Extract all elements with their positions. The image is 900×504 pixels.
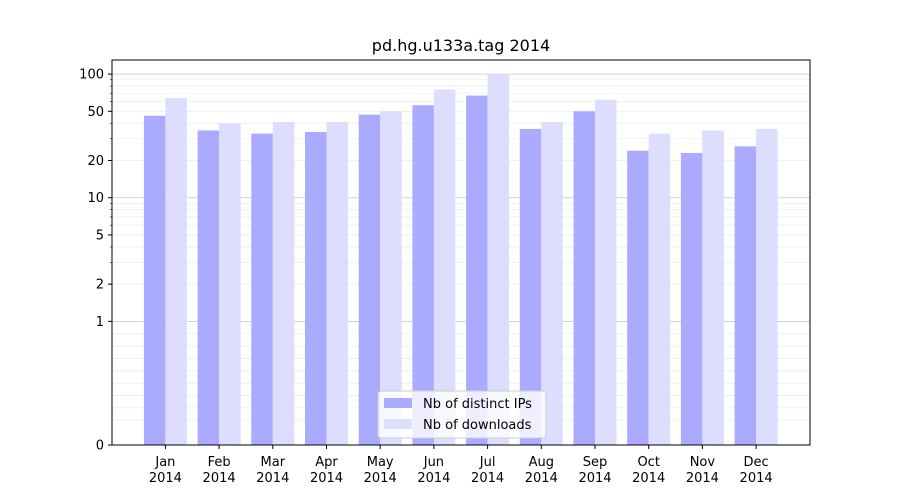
x-tick-label-year: 2014	[632, 471, 665, 486]
bar-distinct-ips	[143, 115, 166, 446]
y-tick-label: 20	[87, 154, 104, 169]
bar-distinct-ips	[734, 146, 757, 445]
x-tick-label-year: 2014	[686, 471, 719, 486]
x-tick-label-month: Jun	[423, 455, 444, 470]
y-tick-label: 10	[87, 191, 104, 206]
x-tick-label-month: Jan	[154, 455, 175, 470]
x-tick-label-year: 2014	[364, 471, 397, 486]
bar-downloads	[219, 123, 241, 445]
x-tick-label-month: Jul	[479, 455, 496, 470]
x-tick-label-year: 2014	[740, 471, 773, 486]
bar-downloads	[165, 98, 187, 445]
x-tick-label-month: May	[367, 455, 394, 470]
bar-distinct-ips	[412, 105, 434, 445]
bar-distinct-ips	[358, 114, 381, 445]
x-tick-label-month: Aug	[529, 455, 554, 470]
bar-downloads	[272, 121, 295, 445]
legend-swatch	[384, 419, 412, 429]
chart-title: pd.hg.u133a.tag 2014	[372, 36, 550, 55]
bar-downloads	[326, 121, 348, 445]
x-tick-label-year: 2014	[203, 471, 236, 486]
bar-distinct-ips	[627, 150, 649, 445]
x-tick-label-year: 2014	[256, 471, 289, 486]
bar-downloads	[702, 130, 724, 445]
x-tick-label-year: 2014	[471, 471, 504, 486]
bar-downloads	[595, 99, 617, 445]
bar-downloads	[756, 128, 778, 445]
bar-distinct-ips	[197, 130, 220, 445]
legend-swatch	[384, 398, 412, 408]
y-tick-label: 1	[96, 315, 104, 330]
y-tick-label: 2	[96, 278, 104, 293]
y-tick-label: 0	[96, 439, 104, 454]
x-tick-label-month: Mar	[261, 455, 286, 470]
bar-distinct-ips	[466, 95, 488, 445]
bar-distinct-ips	[680, 153, 703, 445]
bar-downloads	[433, 89, 456, 445]
y-axis: 0 1 2 5 10 20 50 100	[79, 68, 112, 454]
bar-distinct-ips	[305, 132, 327, 446]
x-tick-label-year: 2014	[310, 471, 343, 486]
legend-label: Nb of downloads	[423, 418, 532, 433]
x-tick-label-month: Feb	[208, 455, 231, 470]
legend: Nb of distinct IPs Nb of downloads	[377, 390, 547, 439]
bar-downloads	[648, 133, 671, 445]
x-tick-label-month: Oct	[637, 455, 659, 470]
x-tick-label-year: 2014	[417, 471, 450, 486]
x-axis: Jan2014Feb2014Mar2014Apr2014May2014Jun20…	[149, 445, 773, 486]
x-tick-label-year: 2014	[578, 471, 611, 486]
bars	[143, 74, 778, 446]
x-tick-label-month: Sep	[583, 455, 608, 470]
x-tick-label-year: 2014	[149, 471, 182, 486]
bar-downloads	[541, 121, 563, 445]
x-tick-label-year: 2014	[525, 471, 558, 486]
y-tick-label: 100	[79, 68, 104, 83]
x-tick-label-month: Apr	[315, 455, 338, 470]
bar-downloads	[487, 74, 510, 446]
bar-distinct-ips	[573, 111, 595, 445]
bar-distinct-ips	[251, 133, 273, 445]
bar-distinct-ips	[519, 128, 542, 445]
y-tick-label: 50	[87, 105, 104, 120]
plot-area-frame	[111, 59, 811, 446]
x-tick-label-month: Dec	[744, 455, 769, 470]
x-tick-label-month: Nov	[690, 455, 716, 470]
bar-downloads	[380, 111, 402, 445]
y-tick-label: 5	[96, 228, 104, 243]
legend-label: Nb of distinct IPs	[423, 397, 532, 412]
legend-box	[377, 390, 547, 439]
